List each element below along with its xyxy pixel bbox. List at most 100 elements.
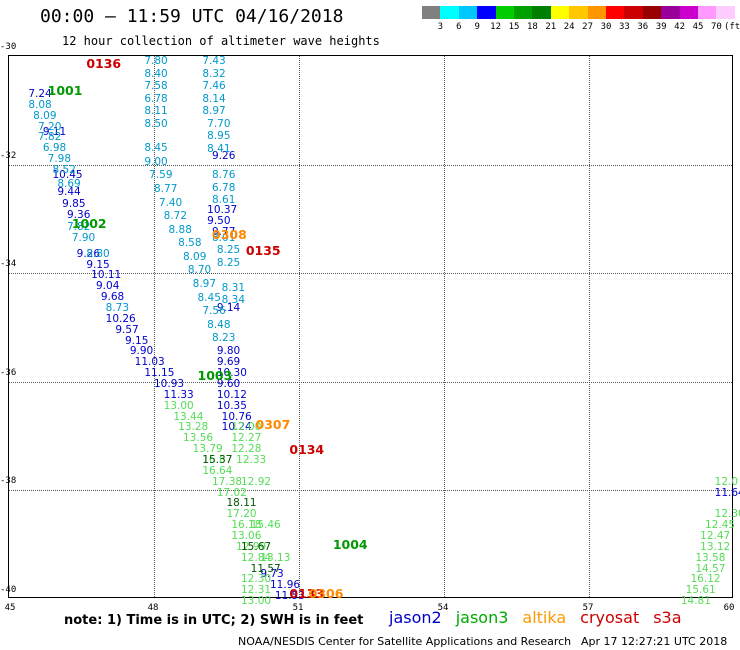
wave-height-value: 17.38 xyxy=(212,475,243,488)
wave-height-value: 6.98 xyxy=(42,142,67,155)
wave-height-value: 9.15 xyxy=(125,334,149,347)
wave-height-value: 9.50 xyxy=(207,215,231,228)
wave-height-value: 18.11 xyxy=(226,497,257,510)
wave-height-value: 13.12 xyxy=(700,540,731,553)
wave-height-value: 8.61 xyxy=(212,194,236,207)
wave-height-value: 7.98 xyxy=(47,153,72,166)
wave-height-value: 13.00 xyxy=(241,595,272,608)
colorbar-tick-label: 6 xyxy=(456,22,462,32)
colorbar-cell xyxy=(458,6,478,19)
grid-line-horizontal xyxy=(9,164,732,166)
colorbar-tick-label: 39 xyxy=(655,22,667,32)
note-text: note: 1) Time is in UTC; 2) SWH is in fe… xyxy=(64,613,364,628)
colorbar-cell xyxy=(587,6,606,19)
wave-height-value: 12.99 xyxy=(236,540,267,553)
generated-timestamp: Apr 17 12:27:21 UTC 2018 xyxy=(581,635,728,648)
wave-height-value: 8.72 xyxy=(163,210,188,223)
colorbar-cell xyxy=(661,6,680,19)
wave-height-value: 8.09 xyxy=(183,250,207,263)
colorbar-tick-label: 70 xyxy=(710,22,722,32)
legend-entry: altika xyxy=(522,608,567,627)
wave-height-value: 9.90 xyxy=(129,345,154,358)
wave-height-value: 11.96 xyxy=(270,578,301,591)
wave-height-value: 14.57 xyxy=(695,562,726,575)
colorbar-tick-label: 27 xyxy=(582,22,594,32)
wave-height-value: 8.41 xyxy=(207,142,231,155)
pass-label: 0135 xyxy=(245,243,281,259)
wave-height-value: 16.67 xyxy=(202,453,233,466)
wave-height-value: 8.88 xyxy=(168,223,192,236)
wave-height-value: 7.24 xyxy=(28,88,52,100)
colorbar-cell xyxy=(422,6,441,19)
grid-line-horizontal xyxy=(9,381,732,383)
latitude-label: -40 xyxy=(0,585,17,595)
wave-height-value: 9.15 xyxy=(86,258,110,271)
wave-height-value: 8.70 xyxy=(187,264,212,277)
wave-height-value: 16.64 xyxy=(202,464,233,477)
wave-height-value: 8.25 xyxy=(216,244,241,257)
colorbar-tick-label: 12 xyxy=(490,22,502,32)
wave-height-value: 8.80 xyxy=(86,248,110,261)
wave-height-value: 9.73 xyxy=(260,568,284,581)
wave-height-value: 12.30 xyxy=(714,508,740,521)
colorbar-tick-label: (ft) xyxy=(723,22,740,32)
colorbar-tick-label: 42 xyxy=(674,22,686,32)
colorbar-tick-label: 9 xyxy=(474,22,480,32)
wave-height-value: 15.67 xyxy=(241,540,272,553)
wave-height-value: 9.36 xyxy=(67,209,91,222)
wave-height-value: 13.13 xyxy=(260,551,291,564)
pass-label: 0306 xyxy=(308,585,344,601)
wave-height-value: 11.57 xyxy=(250,562,281,575)
wave-height-value: 8.34 xyxy=(221,294,246,307)
colorbar-tick-label: 33 xyxy=(618,22,630,32)
wave-height-value: 7.80 xyxy=(144,55,168,68)
longitude-label: 45 xyxy=(4,603,16,613)
colorbar-tick-label: 3 xyxy=(437,22,444,32)
credit-text: NOAA/NESDIS Center for Satellite Applica… xyxy=(238,635,572,648)
wave-height-value: 8.76 xyxy=(212,169,236,182)
wave-height-value: 8.95 xyxy=(207,130,231,143)
wave-height-value: 10.30 xyxy=(216,367,247,380)
wave-height-value: 8.73 xyxy=(105,301,130,314)
wave-height-value: 8.40 xyxy=(144,67,168,80)
wave-height-value: 12.28 xyxy=(231,443,262,456)
pass-label: 0133 xyxy=(289,585,325,601)
wave-height-value: 8.11 xyxy=(144,105,168,118)
colorbar-cell xyxy=(606,6,625,19)
colorbar-tick-label: 18 xyxy=(526,22,538,32)
wave-height-value: 9.44 xyxy=(57,185,81,198)
wave-height-value: 15.61 xyxy=(685,584,716,597)
wave-height-value: 7.90 xyxy=(71,231,96,244)
wave-height-value: 15.37 xyxy=(202,453,233,466)
wave-height-value: 9.14 xyxy=(216,301,241,314)
wave-height-value: 9.04 xyxy=(96,280,120,293)
wave-height-value: 17.20 xyxy=(226,508,257,521)
wave-height-value: 9.11 xyxy=(42,126,67,139)
wave-height-value: 9.77 xyxy=(212,225,236,238)
wave-height-value: 10.26 xyxy=(105,312,136,325)
wave-height-value: 10.76 xyxy=(221,410,252,423)
wave-height-value: 9.26 xyxy=(212,149,236,162)
wave-height-value: 9.26 xyxy=(76,248,101,261)
wave-height-value: 14.81 xyxy=(680,595,711,608)
latitude-label: -36 xyxy=(0,367,17,378)
pass-label: 1004 xyxy=(332,536,368,552)
pass-label: 0307 xyxy=(255,417,291,433)
wave-height-value: 7.82 xyxy=(67,221,91,234)
pass-label: 1003 xyxy=(197,368,233,384)
wave-height-value: 13.79 xyxy=(192,443,223,456)
wave-height-value: 8.52 xyxy=(52,164,76,177)
grid-line-horizontal xyxy=(9,490,732,492)
wave-height-value: 11.53 xyxy=(274,589,305,602)
pass-label: 1002 xyxy=(71,216,107,232)
grid-line-horizontal xyxy=(9,273,732,275)
colorbar-tick-label: 30 xyxy=(600,22,612,32)
wave-height-value: 9.60 xyxy=(216,377,241,390)
wave-height-value: 8.14 xyxy=(202,92,226,105)
colorbar-cell xyxy=(514,6,533,19)
colorbar-cell xyxy=(440,6,459,19)
colorbar-cell xyxy=(698,6,717,19)
grid-line-vertical xyxy=(589,56,590,597)
colorbar-cell xyxy=(532,6,551,19)
wave-height-value: 12.30 xyxy=(241,573,272,586)
